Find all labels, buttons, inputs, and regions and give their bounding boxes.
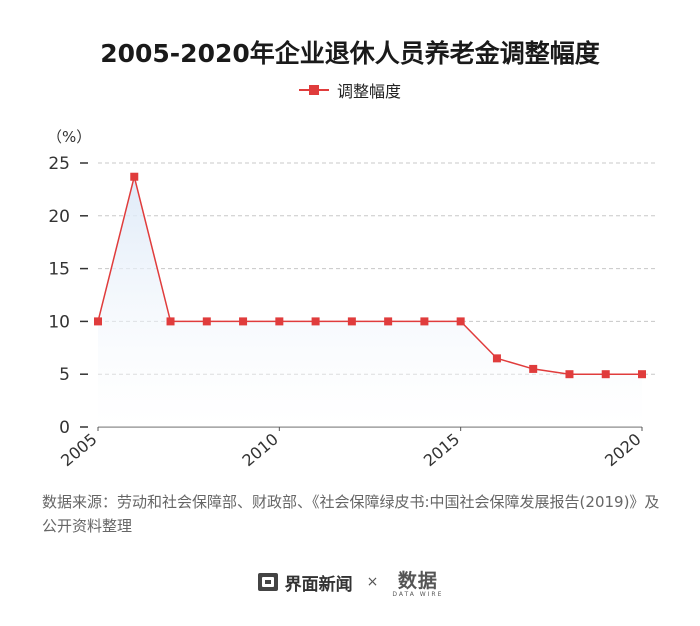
datawire-sub: DATA WIRE bbox=[392, 591, 444, 598]
x-tick-label: 2015 bbox=[420, 430, 463, 471]
data-point bbox=[492, 354, 501, 363]
data-point bbox=[420, 317, 429, 326]
data-point bbox=[239, 317, 248, 326]
data-point bbox=[202, 317, 211, 326]
y-tick-label: 0 bbox=[59, 418, 70, 438]
data-point bbox=[94, 317, 102, 326]
legend-marker bbox=[298, 84, 329, 96]
data-point bbox=[529, 364, 538, 373]
times-sign: × bbox=[366, 574, 379, 590]
jiemian-logo: 界面新闻 bbox=[257, 570, 353, 595]
jiemian-name: 界面新闻 bbox=[284, 574, 353, 595]
y-tick-label: 10 bbox=[48, 312, 70, 332]
x-tick-label: 2010 bbox=[238, 430, 281, 471]
data-point bbox=[311, 317, 320, 326]
y-tick-label: 15 bbox=[48, 260, 70, 280]
datawire-name: 数据 bbox=[397, 570, 438, 592]
y-tick-label: 5 bbox=[59, 365, 70, 385]
series-line bbox=[97, 176, 642, 375]
data-point bbox=[565, 370, 574, 379]
series-area bbox=[98, 176, 642, 427]
x-tick-label: 2020 bbox=[601, 430, 644, 471]
data-point bbox=[456, 317, 465, 326]
legend: 调整幅度 bbox=[0, 78, 700, 102]
y-tick-label: 20 bbox=[48, 207, 70, 227]
jiemian-icon bbox=[257, 573, 278, 591]
y-tick-label: 25 bbox=[48, 154, 70, 174]
data-point bbox=[347, 317, 356, 326]
data-point bbox=[601, 370, 610, 379]
y-axis-unit: （%） bbox=[47, 128, 92, 146]
data-point bbox=[384, 317, 393, 326]
datawire-logo: 数据 DATA WIRE bbox=[392, 566, 443, 598]
data-point bbox=[130, 172, 139, 181]
data-point bbox=[275, 317, 284, 326]
chart-title: 2005-2020年企业退休人员养老金调整幅度 bbox=[100, 39, 600, 68]
footer: 界面新闻 × 数据 DATA WIRE bbox=[0, 566, 700, 598]
legend-label: 调整幅度 bbox=[336, 82, 401, 101]
source-note: 数据来源：劳动和社会保障部、财政部、《社会保障绿皮书:中国社会保障发展报告(20… bbox=[42, 493, 660, 535]
data-point bbox=[638, 370, 646, 379]
data-point bbox=[166, 317, 175, 326]
